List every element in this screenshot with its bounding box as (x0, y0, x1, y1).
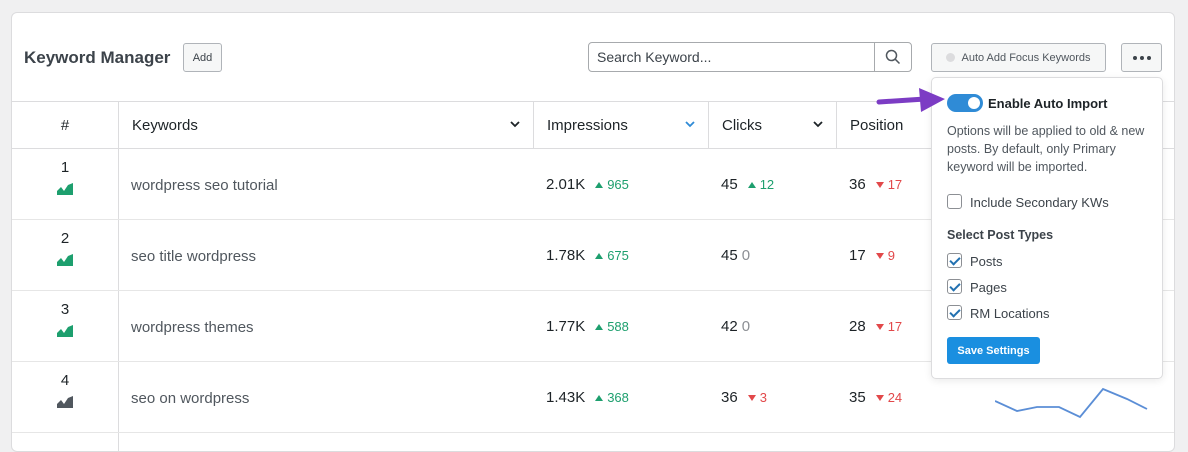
popup-description: Options will be applied to old & new pos… (947, 124, 1145, 174)
arrow-down-icon (875, 323, 884, 330)
chevron-down-icon (813, 121, 823, 128)
keyword-link[interactable]: seo title wordpress (131, 248, 257, 265)
column-number: # (60, 116, 70, 134)
pages-checkbox[interactable] (947, 279, 962, 294)
dot-icon (1139, 55, 1144, 60)
posts-label: Posts (970, 254, 1003, 269)
column-impressions-label: Impressions (547, 116, 628, 134)
impressions-cell: 1.77K 588 (546, 318, 629, 335)
impressions-change: 368 (595, 390, 629, 405)
table-row[interactable]: 3 wordpress themes 1.77K 588 42 0 28 17 (12, 291, 1174, 362)
arrow-down-icon (875, 394, 884, 401)
dot-icon (1146, 55, 1151, 60)
clicks-change: 0 (741, 247, 751, 264)
impressions-cell: 1.43K 368 (546, 389, 629, 406)
column-clicks[interactable]: Clicks (709, 102, 836, 148)
rm-locations-checkbox[interactable] (947, 305, 962, 320)
column-keywords-label: Keywords (132, 116, 198, 134)
column-divider (836, 101, 837, 149)
clicks-cell: 36 3 (721, 389, 767, 406)
column-keywords[interactable]: Keywords (119, 102, 533, 148)
clicks-cell: 45 12 (721, 176, 775, 193)
impressions-cell: 2.01K 965 (546, 176, 629, 193)
trend-icon (57, 254, 73, 266)
arrow-up-icon (595, 394, 604, 401)
status-dot-icon (946, 53, 956, 62)
column-position[interactable]: Position (837, 102, 957, 148)
enable-auto-import-toggle[interactable] (947, 94, 983, 112)
page-title: Keyword Manager (24, 48, 171, 67)
row-number: 2 (60, 230, 70, 247)
clicks-cell: 45 0 (721, 247, 751, 264)
pages-label: Pages (970, 280, 1007, 295)
rm-locations-label: RM Locations (970, 306, 1050, 321)
position-sparkline (995, 387, 1148, 419)
keyword-manager-card: Keyword Manager Add Auto Add Focus Keywo… (11, 12, 1175, 452)
search-box (588, 42, 912, 72)
position-change: 17 (875, 319, 902, 334)
position-cell: 28 17 (849, 318, 903, 335)
search-icon (885, 49, 901, 65)
trend-icon (57, 183, 73, 195)
position-cell: 35 24 (849, 389, 903, 406)
clicks-change: 3 (747, 390, 767, 405)
arrow-down-icon (875, 252, 884, 259)
arrow-up-icon (595, 181, 604, 188)
post-types-title: Select Post Types (947, 228, 1054, 242)
position-change: 9 (875, 248, 895, 263)
chevron-down-icon (510, 121, 520, 128)
auto-add-focus-keywords-button[interactable]: Auto Add Focus Keywords (931, 43, 1106, 72)
dot-icon (1132, 55, 1137, 60)
position-cell: 36 17 (849, 176, 903, 193)
column-position-label: Position (850, 116, 904, 134)
column-divider (118, 101, 119, 451)
clicks-cell: 42 0 (721, 318, 751, 335)
row-number: 3 (60, 301, 70, 318)
arrow-down-icon (747, 394, 756, 401)
column-divider (533, 101, 534, 149)
include-secondary-label: Include Secondary KWs (970, 195, 1109, 210)
arrow-down-icon (875, 181, 884, 188)
save-settings-button[interactable]: Save Settings (947, 337, 1040, 364)
clicks-change: 0 (741, 318, 751, 335)
toggle-label: Enable Auto Import (988, 96, 1108, 111)
add-keyword-button[interactable]: Add (183, 43, 222, 72)
position-cell: 17 9 (849, 247, 895, 264)
column-divider (708, 101, 709, 149)
posts-checkbox[interactable] (947, 253, 962, 268)
arrow-up-icon (595, 252, 604, 259)
impressions-cell: 1.78K 675 (546, 247, 629, 264)
impressions-change: 965 (595, 177, 629, 192)
auto-import-popup: Enable Auto Import Options will be appli… (931, 77, 1163, 379)
arrow-up-icon (595, 323, 604, 330)
more-options-button[interactable] (1121, 43, 1162, 72)
row-number: 4 (60, 372, 70, 389)
keyword-link[interactable]: wordpress themes (131, 319, 254, 336)
keyword-link[interactable]: wordpress seo tutorial (131, 177, 278, 194)
trend-icon (57, 396, 73, 408)
table-row[interactable]: 2 seo title wordpress 1.78K 675 45 0 17 9 (12, 220, 1174, 291)
trend-icon (57, 325, 73, 337)
auto-add-label: Auto Add Focus Keywords (961, 51, 1091, 64)
arrow-up-icon (747, 181, 756, 188)
search-input[interactable] (589, 43, 875, 71)
keyword-link[interactable]: seo on wordpress (131, 390, 250, 407)
clicks-change: 12 (747, 177, 774, 192)
arrow-pointer-icon (876, 88, 945, 112)
search-button[interactable] (874, 43, 911, 71)
include-secondary-checkbox[interactable] (947, 194, 962, 209)
position-change: 24 (875, 390, 902, 405)
position-change: 17 (875, 177, 902, 192)
table-row[interactable]: 4 seo on wordpress 1.43K 368 36 3 35 24 (12, 362, 1174, 433)
column-impressions[interactable]: Impressions (534, 102, 708, 148)
table-row[interactable]: 1 wordpress seo tutorial 2.01K 965 45 12 3… (12, 149, 1174, 220)
impressions-change: 675 (595, 248, 629, 263)
impressions-change: 588 (595, 319, 629, 334)
sort-desc-icon (685, 121, 695, 128)
row-number: 1 (60, 159, 70, 176)
column-clicks-label: Clicks (722, 116, 762, 134)
